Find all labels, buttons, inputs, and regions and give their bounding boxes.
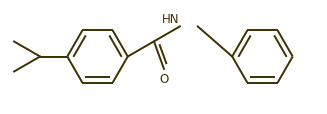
Text: HN: HN: [162, 13, 179, 26]
Text: O: O: [160, 72, 169, 85]
